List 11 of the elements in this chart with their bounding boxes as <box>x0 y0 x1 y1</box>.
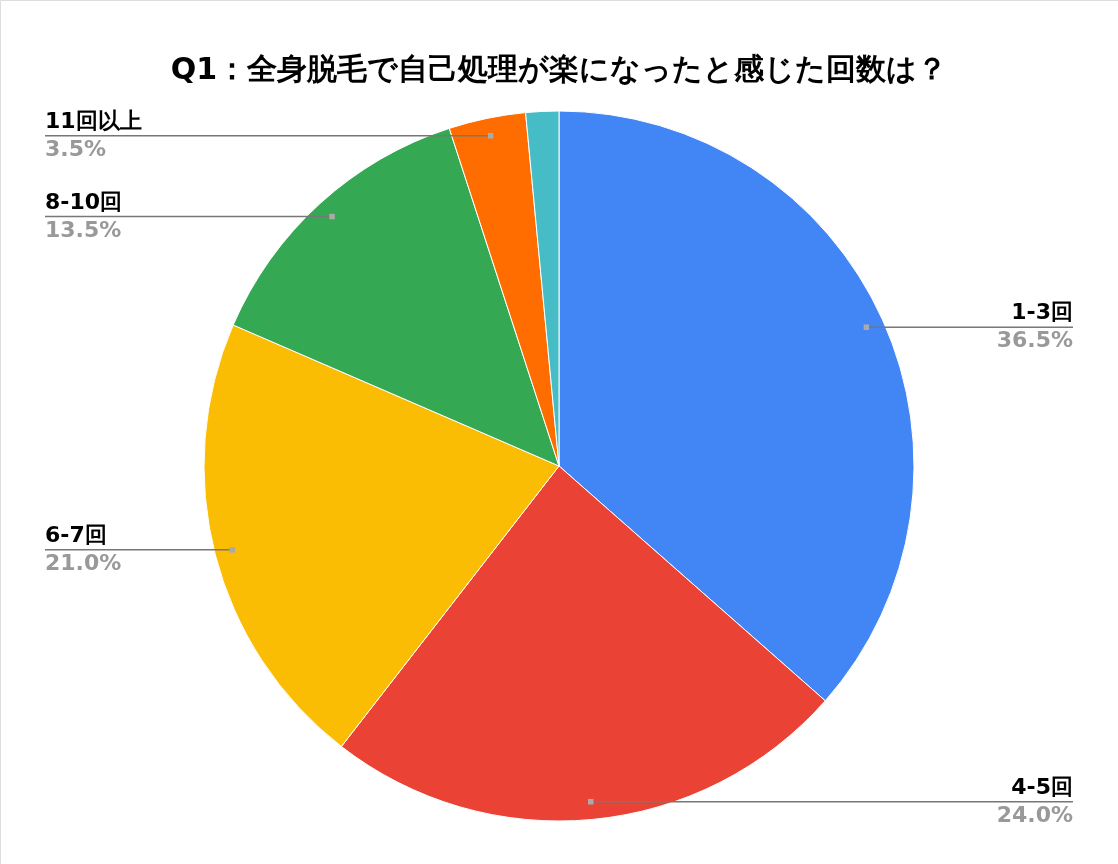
data-label: 3.5% <box>45 135 107 161</box>
slice-label: 1-3回 <box>1011 299 1073 325</box>
data-label: 13.5% <box>45 216 122 242</box>
slice-label: 4-5回 <box>1011 773 1073 799</box>
data-label: 36.5% <box>996 327 1073 353</box>
chart-title: Q1：全身脱毛で自己処理が楽になったと感じた回数は？ <box>170 51 948 86</box>
slice-label: 6-7回 <box>45 521 107 547</box>
slice-label: 11回以上 <box>45 107 142 133</box>
data-label: 24.0% <box>996 801 1073 827</box>
data-label: 21.0% <box>45 549 122 575</box>
slice-label: 8-10回 <box>45 188 123 214</box>
